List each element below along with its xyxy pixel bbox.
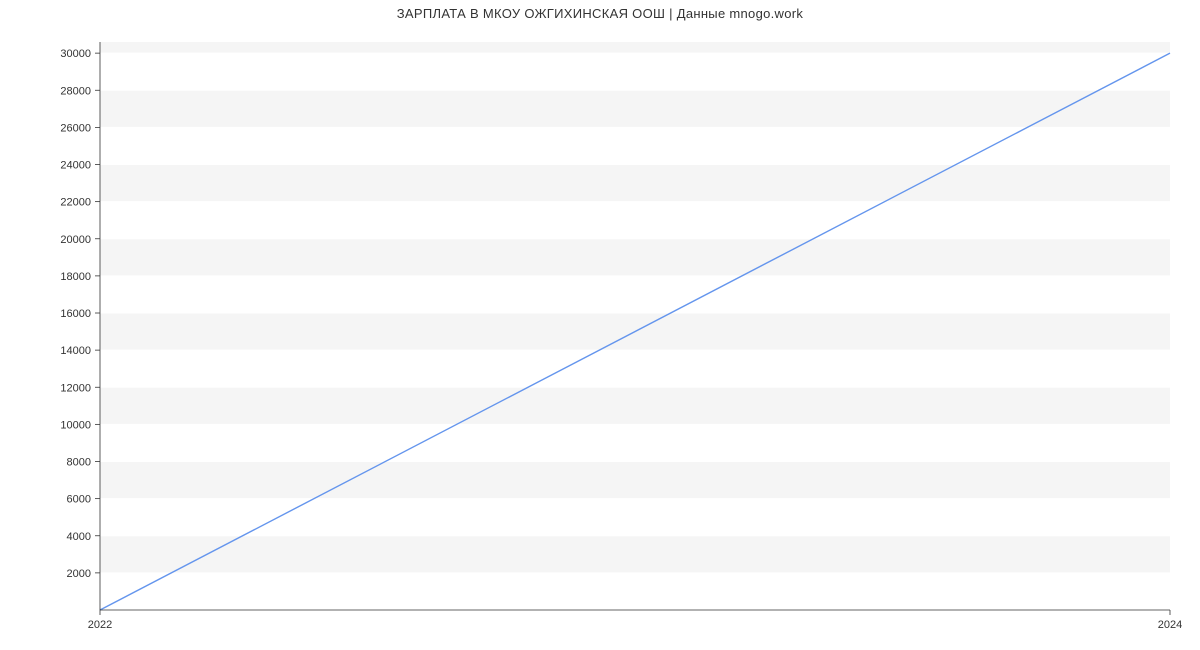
ytick-label: 14000 (60, 345, 91, 357)
ytick-label: 22000 (60, 197, 91, 209)
grid-band (100, 239, 1170, 276)
ytick-label: 30000 (60, 48, 91, 60)
chart-svg: 2000 4000 6000 8000 10000 12000 14000 16000 1800… (0, 0, 1200, 650)
ytick-label: 16000 (60, 308, 91, 320)
xtick-label: 2022 (88, 619, 112, 631)
ytick-label: 12000 (60, 382, 91, 394)
ytick-label: 2000 (67, 568, 91, 580)
grid-band (100, 462, 1170, 499)
grid-band (100, 387, 1170, 424)
ytick-label: 8000 (67, 457, 91, 469)
grid-band (100, 42, 1170, 53)
line-chart: ЗАРПЛАТА В МКОУ ОЖГИХИНСКАЯ ООШ | Данные… (0, 0, 1200, 650)
ytick-label: 10000 (60, 419, 91, 431)
grid-band (100, 90, 1170, 127)
chart-title: ЗАРПЛАТА В МКОУ ОЖГИХИНСКАЯ ООШ | Данные… (0, 6, 1200, 21)
ytick-label: 18000 (60, 271, 91, 283)
xtick-label: 2024 (1158, 619, 1182, 631)
ytick-label: 26000 (60, 122, 91, 134)
ytick-label: 6000 (67, 494, 91, 506)
ytick-label: 4000 (67, 531, 91, 543)
ytick-label: 20000 (60, 234, 91, 246)
ytick-label: 28000 (60, 85, 91, 97)
plot-area: 2000 4000 6000 8000 10000 12000 14000 16000 1800… (60, 42, 1182, 631)
ytick-label: 24000 (60, 160, 91, 172)
grid-band (100, 165, 1170, 202)
grid-band (100, 536, 1170, 573)
